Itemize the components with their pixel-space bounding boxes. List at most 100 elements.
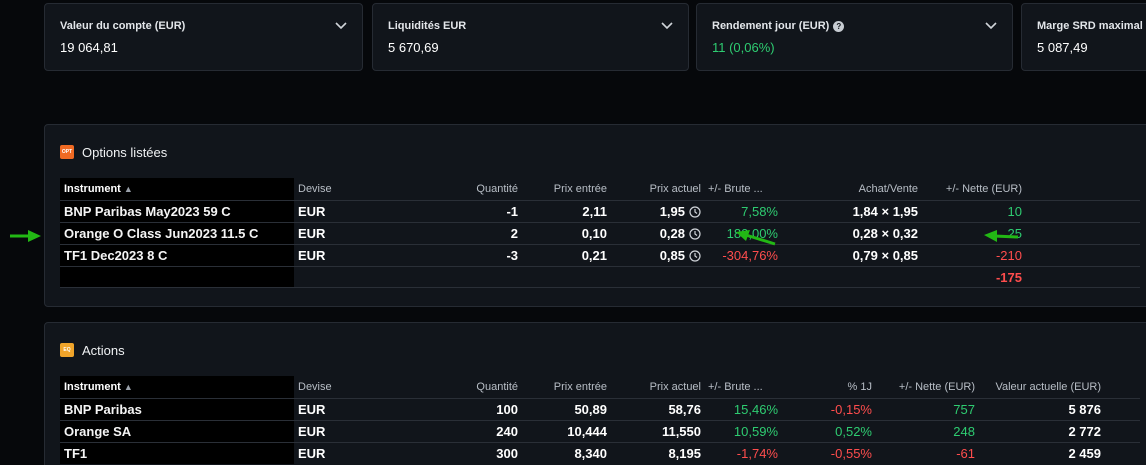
- cell-achat-vente[interactable]: 1,84 × 1,95: [852, 204, 918, 219]
- cell-devise: EUR: [298, 402, 326, 417]
- actions-panel: EQ Actions Instrument ▲ Devise Quantité P…: [44, 322, 1146, 465]
- cell-devise: EUR: [298, 446, 326, 461]
- options-panel-header: OPT Options listées: [60, 144, 167, 160]
- chevron-down-icon[interactable]: [984, 18, 998, 32]
- cell-nette: 757: [953, 402, 975, 417]
- cell-prix-entree: 10,444: [567, 424, 607, 439]
- clock-icon: [689, 250, 701, 262]
- cell-quantite: 100: [496, 402, 518, 417]
- cell-brute: -304,76%: [722, 248, 778, 263]
- table-row[interactable]: Orange O Class Jun2023 11.5 C EUR 2 0,10…: [60, 222, 1140, 244]
- cell-instrument[interactable]: BNP Paribas May2023 59 C: [64, 204, 231, 219]
- table-row[interactable]: TF1 EUR 300 8,340 8,195 -1,74% -0,55% -6…: [60, 442, 1140, 464]
- panel-title: Actions: [82, 342, 125, 358]
- cell-prix-entree: 0,10: [581, 226, 607, 241]
- annotation-arrow-nette: [984, 230, 1019, 242]
- column-header-pct-1j[interactable]: % 1J: [847, 381, 872, 393]
- options-panel: OPT Options listées Instrument ▲ Devise Q…: [44, 124, 1146, 307]
- options-badge-icon: OPT: [60, 145, 74, 159]
- column-header-valeur[interactable]: Valeur actuelle (EUR): [995, 381, 1101, 393]
- panel-title: Options listées: [82, 144, 168, 160]
- column-header-devise[interactable]: Devise: [298, 381, 332, 393]
- cell-nette: 10: [1007, 204, 1022, 219]
- cell-brute: 15,46%: [733, 402, 778, 417]
- table-header-row: Instrument ▲ Devise Quantité Prix entrée …: [60, 376, 1140, 398]
- cell-nette: 248: [953, 424, 975, 439]
- column-header-prix-entree[interactable]: Prix entrée: [553, 381, 607, 393]
- column-header-instrument[interactable]: Instrument ▲: [64, 183, 133, 195]
- cell-valeur: 2 772: [1068, 424, 1101, 439]
- options-table: Instrument ▲ Devise Quantité Prix entrée …: [60, 178, 1140, 288]
- cell-prix-actuel: 0,85: [660, 245, 701, 267]
- column-header-brute[interactable]: +/- Brute ...: [708, 381, 763, 393]
- table-total-row: -175: [60, 266, 1140, 288]
- card-label: Rendement jour (EUR)?: [712, 20, 845, 32]
- cell-instrument[interactable]: TF1: [64, 446, 88, 461]
- cell-brute: 10,59%: [733, 424, 778, 439]
- card-value: 5 670,69: [388, 40, 439, 55]
- cell-quantite: 300: [496, 446, 518, 461]
- equities-badge-icon: EQ: [60, 343, 74, 357]
- sort-up-icon: ▲: [123, 184, 133, 194]
- actions-panel-header: EQ Actions: [60, 342, 125, 358]
- cell-pct-1j: -0,15%: [830, 402, 872, 417]
- cell-achat-vente[interactable]: 0,28 × 0,32: [852, 226, 918, 241]
- column-header-instrument[interactable]: Instrument ▲: [64, 381, 133, 393]
- cell-brute: 180,00%: [726, 226, 778, 241]
- column-header-prix-entree[interactable]: Prix entrée: [553, 183, 607, 195]
- cell-brute: -1,74%: [736, 446, 778, 461]
- cell-total-nette: -175: [995, 270, 1022, 285]
- cell-instrument[interactable]: Orange SA: [64, 424, 132, 439]
- cell-nette: -210: [995, 248, 1022, 263]
- column-header-achat-vente[interactable]: Achat/Vente: [858, 183, 918, 195]
- column-header-prix-actuel[interactable]: Prix actuel: [649, 381, 701, 393]
- table-row[interactable]: BNP Paribas May2023 59 C EUR -1 2,11 1,9…: [60, 200, 1140, 222]
- chevron-down-icon[interactable]: [660, 18, 674, 32]
- cell-quantite: -1: [506, 204, 518, 219]
- cell-instrument[interactable]: BNP Paribas: [64, 402, 142, 417]
- column-header-nette[interactable]: +/- Nette (EUR): [945, 183, 1022, 195]
- column-header-prix-actuel[interactable]: Prix actuel: [649, 183, 701, 195]
- column-header-devise[interactable]: Devise: [298, 183, 332, 195]
- column-header-brute[interactable]: +/- Brute ...: [708, 183, 763, 195]
- cell-pct-1j: 0,52%: [835, 424, 872, 439]
- cell-quantite: -3: [506, 248, 518, 263]
- cell-prix-actuel: 1,95: [660, 201, 701, 223]
- clock-icon: [689, 206, 701, 218]
- cell-brute: 7,58%: [741, 204, 778, 219]
- cell-prix-actuel: 0,28: [660, 223, 701, 245]
- summary-card-srd-margin[interactable]: Marge SRD maximal 5 087,49: [1021, 3, 1146, 71]
- cell-valeur: 5 876: [1068, 402, 1101, 417]
- table-row[interactable]: BNP Paribas EUR 100 50,89 58,76 15,46% -…: [60, 398, 1140, 420]
- cell-devise: EUR: [298, 204, 326, 219]
- cell-prix-entree: 50,89: [574, 402, 607, 417]
- sort-up-icon: ▲: [123, 382, 133, 392]
- card-value: 11 (0,06%): [712, 40, 775, 55]
- table-row[interactable]: Orange SA EUR 240 10,444 11,550 10,59% 0…: [60, 420, 1140, 442]
- cell-prix-actuel: 8,195: [668, 446, 701, 461]
- summary-card-cash[interactable]: Liquidités EUR 5 670,69: [372, 3, 689, 71]
- help-icon[interactable]: ?: [833, 21, 845, 32]
- column-header-quantite[interactable]: Quantité: [476, 183, 518, 195]
- cell-pct-1j: -0,55%: [830, 446, 872, 461]
- table-row[interactable]: TF1 Dec2023 8 C EUR -3 0,21 0,85 -304,76…: [60, 244, 1140, 266]
- card-label: Liquidités EUR: [388, 20, 467, 32]
- clock-icon: [689, 228, 701, 240]
- cell-instrument[interactable]: TF1 Dec2023 8 C: [64, 248, 168, 263]
- summary-card-daily-return[interactable]: Rendement jour (EUR)? 11 (0,06%): [696, 3, 1013, 71]
- cell-prix-actuel: 58,76: [668, 402, 701, 417]
- card-value: 5 087,49: [1037, 40, 1088, 55]
- column-header-quantite[interactable]: Quantité: [476, 381, 518, 393]
- chevron-down-icon[interactable]: [334, 18, 348, 32]
- cell-valeur: 2 459: [1068, 446, 1101, 461]
- card-value: 19 064,81: [60, 40, 118, 55]
- cell-devise: EUR: [298, 424, 326, 439]
- cell-devise: EUR: [298, 248, 326, 263]
- cell-instrument[interactable]: Orange O Class Jun2023 11.5 C: [64, 226, 259, 241]
- actions-table: Instrument ▲ Devise Quantité Prix entrée …: [60, 376, 1140, 464]
- column-header-nette[interactable]: +/- Nette (EUR): [898, 381, 975, 393]
- cell-devise: EUR: [298, 226, 326, 241]
- summary-card-account-value[interactable]: Valeur du compte (EUR) 19 064,81: [44, 3, 363, 71]
- annotation-arrow-left: [10, 230, 41, 242]
- cell-achat-vente[interactable]: 0,79 × 0,85: [852, 248, 918, 263]
